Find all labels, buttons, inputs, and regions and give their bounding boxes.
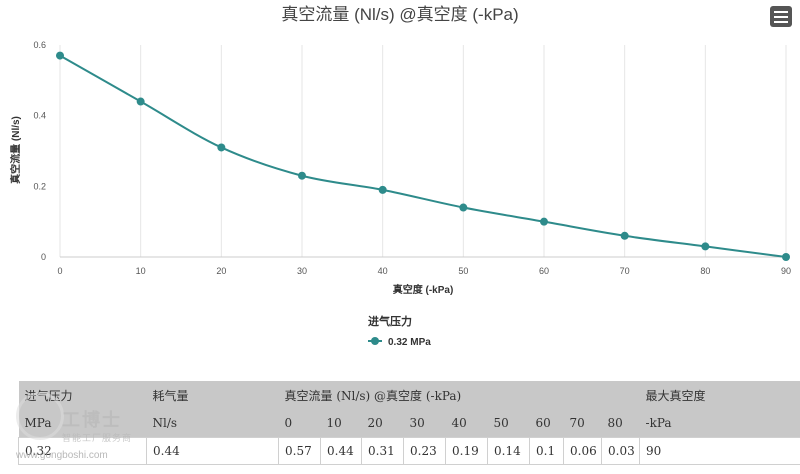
header-vacuum-level: 40 bbox=[445, 409, 488, 438]
data-point bbox=[782, 253, 790, 261]
legend-label: 0.32 MPa bbox=[388, 337, 431, 348]
legend-title: 进气压力 bbox=[368, 314, 412, 328]
x-tick-label: 80 bbox=[700, 266, 710, 276]
hamburger-line bbox=[774, 15, 788, 18]
header-unit: Nl/s bbox=[146, 409, 279, 438]
table-cell: 90 bbox=[639, 437, 800, 465]
header-vacuum-level: 80 bbox=[601, 409, 640, 438]
chart-title: 真空流量 (Nl/s) @真空度 (-kPa) bbox=[281, 5, 518, 24]
header-vacuum-level: 60 bbox=[529, 409, 564, 438]
header-unit: -kPa bbox=[639, 409, 800, 438]
table-cell: 0.57 bbox=[278, 437, 321, 465]
spec-header-row-1: 进气压力 耗气量 真空流量 (Nl/s) @真空度 (-kPa) 最大真空度 bbox=[18, 381, 800, 409]
data-point bbox=[217, 143, 226, 152]
axes: 0 10 20 30 40 50 60 70 80 90 0 0.2 0.4 0.6 bbox=[33, 40, 791, 276]
y-tick-label: 0.6 bbox=[33, 40, 46, 50]
spec-header-row-2: MPa Nl/s 0 10 20 30 40 50 60 70 80 -kPa bbox=[18, 409, 800, 438]
chart-menu-button[interactable] bbox=[770, 6, 792, 27]
hamburger-menu-icon bbox=[774, 10, 788, 13]
data-point bbox=[459, 203, 468, 212]
data-point bbox=[298, 171, 306, 180]
grid bbox=[59, 45, 787, 257]
header-inlet-pressure: 进气压力 bbox=[18, 381, 147, 409]
y-tick-label: 0.2 bbox=[33, 181, 46, 191]
data-point bbox=[378, 185, 387, 194]
chart: 真空流量 (Nl/s) @真空度 (-kPa) 0 10 20 30 40 50 60 70 8… bbox=[9, 5, 791, 348]
header-air-consumption: 耗气量 bbox=[146, 381, 279, 409]
table-cell: 0.32 bbox=[18, 437, 147, 465]
header-vacuum-level: 70 bbox=[563, 409, 602, 438]
header-vacuum-level: 10 bbox=[320, 409, 362, 438]
y-axis-title: 真空流量 (Nl/s) bbox=[9, 116, 22, 184]
hamburger-line bbox=[774, 20, 788, 23]
table-cell: 0.03 bbox=[600, 437, 641, 465]
x-tick-label: 20 bbox=[216, 266, 226, 276]
table-cell: 0.1 bbox=[529, 437, 564, 465]
x-tick-label: 60 bbox=[539, 266, 549, 276]
table-cell: 0.23 bbox=[403, 437, 446, 465]
header-vacuum-flow: 真空流量 (Nl/s) @真空度 (-kPa) bbox=[278, 381, 640, 409]
data-point bbox=[620, 231, 629, 240]
header-unit: MPa bbox=[18, 409, 147, 438]
x-tick-label: 40 bbox=[378, 266, 388, 276]
table-cell: 0.19 bbox=[445, 437, 488, 465]
header-vacuum-level: 20 bbox=[361, 409, 404, 438]
data-point bbox=[701, 242, 710, 251]
spec-table: 进气压力 耗气量 真空流量 (Nl/s) @真空度 (-kPa) 最大真空度 M… bbox=[18, 381, 800, 465]
x-axis-title: 真空度 (-kPa) bbox=[393, 283, 454, 296]
x-tick-label: 50 bbox=[458, 266, 468, 276]
y-tick-label: 0.4 bbox=[33, 111, 46, 121]
y-tick-label: 0 bbox=[41, 252, 46, 262]
header-max-vacuum: 最大真空度 bbox=[639, 381, 800, 409]
x-tick-label: 90 bbox=[781, 266, 791, 276]
x-tick-label: 70 bbox=[620, 266, 630, 276]
x-tick-label: 10 bbox=[136, 266, 146, 276]
x-tick-label: 30 bbox=[297, 266, 307, 276]
table-cell: 0.31 bbox=[361, 437, 404, 465]
series bbox=[56, 51, 790, 261]
data-point bbox=[136, 97, 145, 106]
legend-dot-marker bbox=[371, 337, 379, 345]
series-line bbox=[59, 54, 787, 258]
header-vacuum-level: 0 bbox=[278, 409, 321, 438]
header-vacuum-level: 30 bbox=[403, 409, 446, 438]
x-tick-label: 0 bbox=[57, 266, 62, 276]
table-row: 0.32 0.44 0.57 0.44 0.31 0.23 0.19 0.14 … bbox=[18, 437, 800, 465]
data-point bbox=[56, 51, 64, 60]
legend[interactable]: 0.32 MPa bbox=[368, 337, 431, 348]
table-cell: 0.14 bbox=[487, 437, 530, 465]
table-cell: 0.44 bbox=[320, 437, 362, 465]
header-vacuum-level: 50 bbox=[487, 409, 530, 438]
table-cell: 0.06 bbox=[563, 437, 602, 465]
table-cell: 0.44 bbox=[146, 437, 279, 465]
data-point bbox=[540, 217, 548, 226]
